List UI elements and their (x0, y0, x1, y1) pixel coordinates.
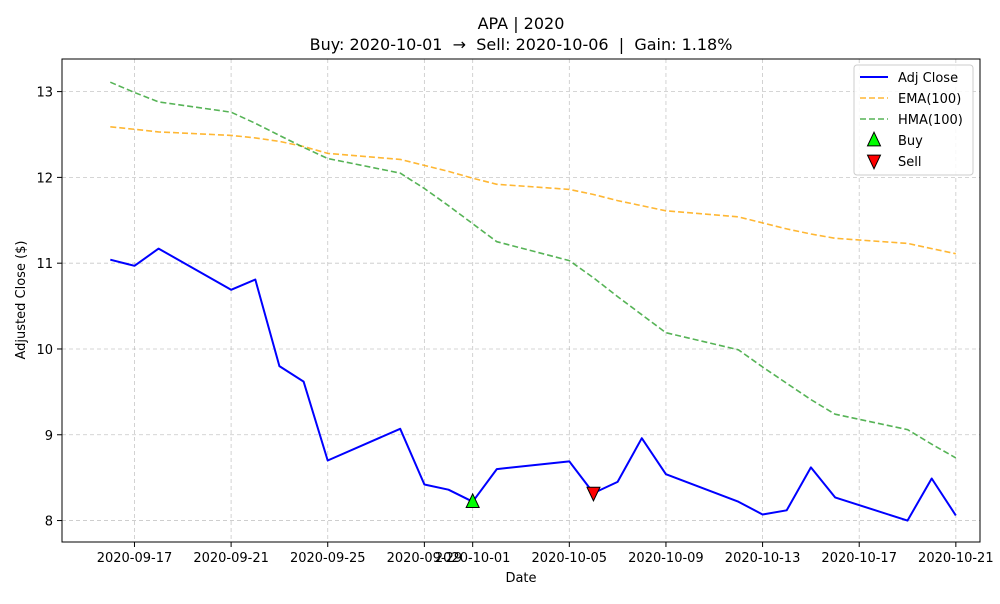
y-tick-label: 8 (45, 515, 53, 530)
legend-label-adj-close: Adj Close (898, 71, 958, 86)
x-tick-label: 2020-09-25 (290, 551, 366, 566)
grid (62, 59, 980, 542)
x-tick-label: 2020-10-01 (435, 551, 511, 566)
x-tick-label: 2020-10-21 (918, 551, 994, 566)
legend-swatch-buy (866, 131, 882, 147)
x-tick-label: 2020-09-21 (193, 551, 269, 566)
legend-label-buy: Buy (898, 134, 923, 149)
x-tick-label: 2020-10-17 (821, 551, 897, 566)
series-line-hma-100 (109, 81, 957, 459)
legend-label-sell: Sell (898, 155, 921, 170)
legend-label-ema-100: EMA(100) (898, 92, 961, 107)
trade-markers (465, 486, 601, 509)
y-tick-label: 11 (36, 257, 53, 272)
y-tick-label: 13 (36, 86, 53, 101)
x-tick-label: 2020-10-09 (628, 551, 704, 566)
y-tick-label: 10 (36, 343, 53, 358)
x-tick-label: 2020-10-05 (532, 551, 608, 566)
y-tick-label: 9 (45, 429, 53, 444)
chart-subtitle: Buy: 2020-10-01 → Sell: 2020-10-06 | Gai… (310, 35, 733, 54)
x-axis-ticks: 2020-09-17 2020-09-21 2020-09-25 2020-09-29… (97, 542, 994, 566)
x-tick-label: 2020-10-13 (725, 551, 801, 566)
series-lines (109, 81, 957, 522)
x-tick-label: 2020-09-29 (387, 551, 463, 566)
plot-frame (61, 58, 981, 543)
legend: Adj Close EMA(100) HMA(100) Buy Sell (853, 64, 974, 176)
y-axis-ticks: 8 9 10 11 12 13 (36, 86, 62, 530)
buy-marker (465, 492, 480, 509)
legend-box (853, 64, 974, 176)
series-line-ema-100 (110, 126, 956, 255)
x-tick-label: 2020-09-17 (97, 551, 173, 566)
y-tick-label: 12 (36, 171, 53, 186)
legend-swatch-sell (866, 154, 882, 170)
y-axis-label: Adjusted Close ($) (14, 241, 29, 360)
chart-title: APA | 2020 (478, 14, 565, 33)
series-line-adj-close (110, 247, 957, 522)
x-axis-label: Date (505, 571, 536, 586)
legend-label-hma-100: HMA(100) (898, 113, 963, 128)
sell-marker (586, 486, 601, 503)
